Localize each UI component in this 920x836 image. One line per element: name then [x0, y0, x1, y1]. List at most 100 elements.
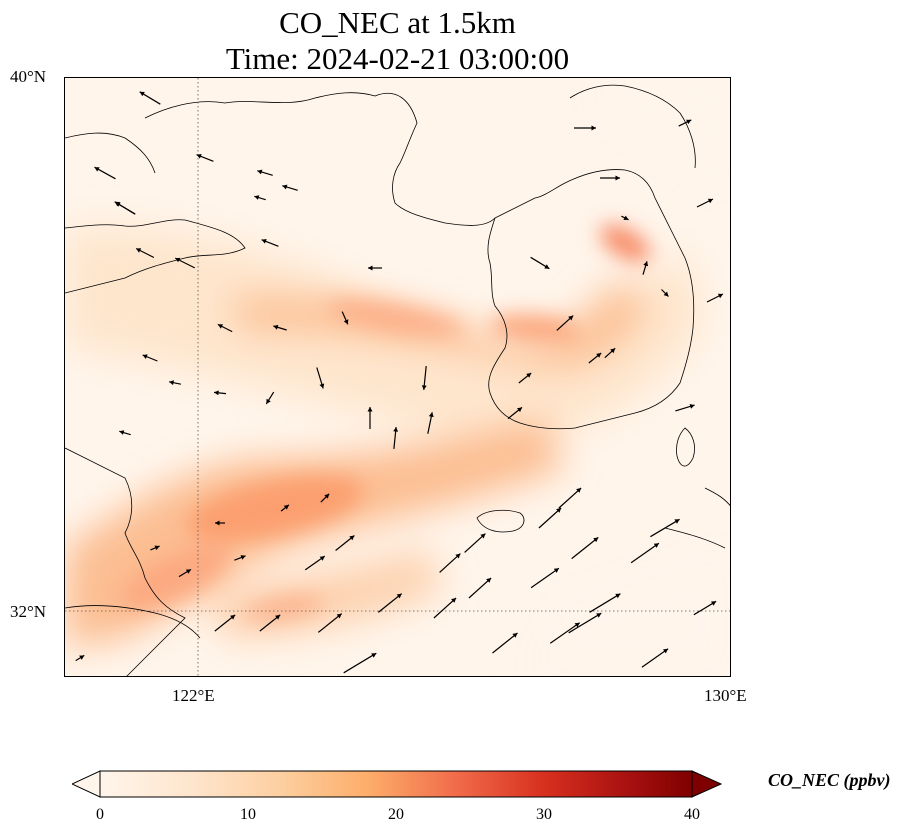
wind-arrow-head	[336, 613, 342, 619]
wind-arrow-head	[663, 291, 669, 297]
wind-arrow-head	[115, 202, 121, 207]
wind-arrow	[571, 536, 599, 560]
wind-arrow-head	[368, 265, 373, 271]
gridlines	[65, 78, 730, 676]
wind-arrow-head	[686, 119, 692, 125]
wind-arrow-head	[319, 383, 325, 389]
colorbar-tick-20: 20	[388, 806, 404, 823]
colorbar-tick-30: 30	[536, 806, 552, 823]
wind-arrow-head	[94, 167, 100, 172]
wind-arrow-head	[139, 91, 145, 97]
wind-arrow	[530, 567, 560, 589]
wind-arrow-head	[707, 198, 713, 204]
wind-arrow-head	[556, 508, 562, 513]
wind-vectors	[75, 91, 724, 674]
wind-arrow-head	[283, 504, 289, 510]
wind-arrow	[558, 487, 582, 509]
wind-arrow-head	[349, 535, 355, 541]
wind-arrow-head	[480, 533, 486, 539]
wind-arrow-head	[261, 239, 267, 244]
wind-arrow-head	[240, 555, 246, 560]
wind-arrow-head	[119, 430, 125, 435]
wind-arrow-head	[367, 407, 373, 412]
wind-arrow-head	[273, 324, 279, 330]
wind-arrow-head	[217, 324, 223, 329]
wind-arrow-head	[615, 593, 621, 599]
wind-arrow-head	[544, 264, 550, 269]
wind-arrow-head	[526, 373, 532, 378]
wind-arrow-head	[576, 488, 582, 493]
wind-arrow-head	[428, 412, 434, 418]
wind-arrow	[589, 593, 621, 613]
wind-arrow-head	[593, 537, 599, 543]
wind-arrow-head	[257, 169, 263, 175]
wind-arrow	[630, 542, 660, 564]
wind-arrow-head	[343, 319, 349, 325]
wind-arrow-head	[142, 354, 148, 359]
wind-arrow-head	[663, 648, 669, 654]
map-title-line2: Time: 2024-02-21 03:00:00	[225, 41, 570, 76]
lat-tick-label-40n: 40°N	[10, 67, 47, 86]
wind-arrow-head	[517, 407, 522, 413]
wind-arrow-head	[282, 184, 288, 190]
wind-arrow	[317, 613, 343, 633]
wind-arrow	[641, 648, 669, 668]
wind-arrow-head	[371, 653, 377, 658]
wind-arrow-head	[574, 622, 580, 628]
wind-arrow-head	[136, 248, 142, 253]
wind-arrow-head	[396, 593, 402, 599]
wind-arrow-head	[455, 553, 461, 559]
wind-arrow-head	[653, 543, 659, 548]
wind-arrow-head	[623, 215, 629, 220]
colorbar-tick-40: 40	[684, 806, 700, 823]
wind-arrow-head	[451, 598, 457, 603]
wind-arrow-head	[553, 568, 559, 573]
wind-arrow-head	[512, 633, 518, 638]
colorbar-max-extend	[691, 770, 722, 798]
wind-arrow-head	[185, 569, 191, 574]
wind-arrow-head	[486, 578, 492, 583]
wind-arrow	[549, 622, 581, 644]
wind-arrow-head	[717, 293, 723, 299]
wind-arrow-head	[421, 385, 427, 390]
wind-arrow	[433, 597, 457, 619]
wind-arrow-head	[215, 520, 220, 526]
wind-arrow-head	[596, 353, 602, 358]
wind-arrow	[650, 518, 680, 538]
wind-arrow-head	[214, 390, 219, 396]
map-panel	[64, 77, 731, 677]
lon-tick-label-122e: 122°E	[172, 686, 215, 705]
wind-arrow-head	[266, 398, 271, 404]
wind-arrow-head	[169, 380, 174, 386]
colorbar-gradient	[99, 770, 693, 798]
wind-arrow-head	[319, 556, 325, 561]
wind-arrow-head	[711, 601, 717, 606]
wind-arrow-head	[275, 614, 281, 620]
wind-arrow	[538, 507, 562, 529]
wind-arrow-head	[230, 614, 236, 620]
wind-arrow	[343, 652, 377, 674]
wind-arrow-head	[154, 545, 160, 551]
wind-arrow	[492, 632, 518, 654]
wind-arrow-head	[324, 493, 330, 499]
wind-arrow	[468, 577, 492, 599]
wind-arrow-head	[643, 261, 649, 267]
wind-arrow-head	[175, 257, 181, 263]
colorbar-label: CO_NEC (ppbv)	[768, 770, 891, 790]
wind-arrow-head	[615, 175, 620, 181]
co-concentration-field	[65, 78, 730, 676]
wind-arrow-head	[674, 519, 680, 524]
lon-tick-label-130e: 130°E	[704, 686, 747, 705]
wind-arrow	[377, 593, 403, 613]
wind-arrow-head	[591, 125, 596, 131]
wind-arrow-head	[254, 195, 260, 200]
wind-arrow	[568, 612, 602, 634]
wind-arrow-head	[196, 154, 202, 159]
wind-arrow	[464, 533, 486, 553]
wind-arrow-head	[79, 655, 85, 660]
wind-arrow-head	[689, 404, 695, 409]
colorbar-tick-10: 10	[240, 806, 256, 823]
coastlines	[65, 84, 730, 676]
map-title-line1: CO_NEC at 1.5km	[279, 5, 516, 40]
wind-arrow-head	[568, 315, 574, 321]
